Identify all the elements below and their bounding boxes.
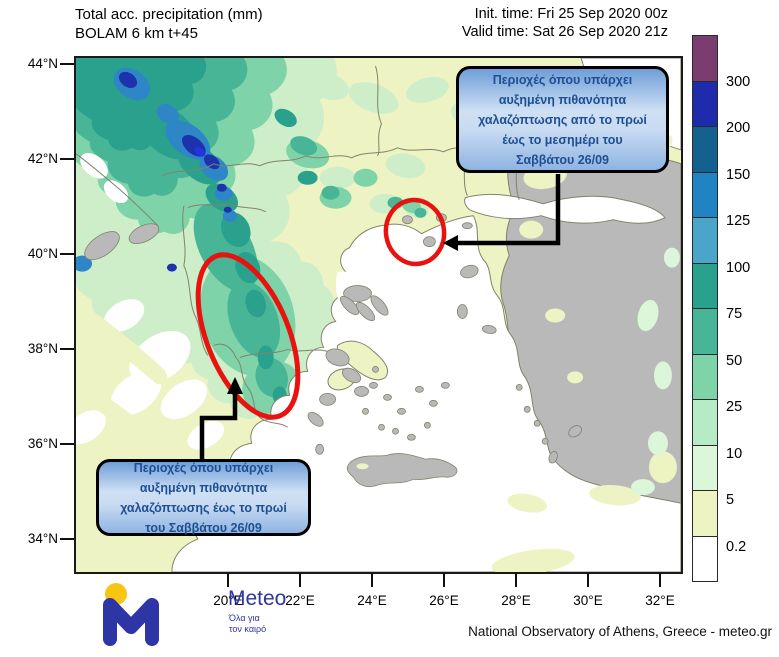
lat-label-40n: 40°N <box>27 246 58 261</box>
colorbar-label-200: 200 <box>726 120 751 136</box>
colorbar-segment <box>692 308 718 355</box>
colorbar-label-25: 25 <box>726 399 743 415</box>
colorbar-segment <box>692 353 718 400</box>
colorbar-segment <box>692 217 718 264</box>
colorbar-segment <box>692 35 718 82</box>
colorbar-label-10: 10 <box>726 446 743 462</box>
lat-label-34n: 34°N <box>27 531 58 546</box>
hail-warning-box-upper: Περιοχές όπου υπάρχει αυξημένη πιθανότητ… <box>456 66 669 173</box>
logo-name: Meteo <box>228 587 287 610</box>
lon-label-30e: 30°E <box>573 593 603 608</box>
colorbar-label-0-2: 0.2 <box>726 539 747 555</box>
colorbar-segment <box>692 80 718 127</box>
hail-warning-box-lower: Περιοχές όπου υπάρχει αυξημένη πιθανότητ… <box>96 459 311 536</box>
colorbar-label-100: 100 <box>726 260 751 276</box>
lat-tick <box>60 158 74 160</box>
callout-line: Περιοχές όπου υπάρχει <box>492 72 633 87</box>
colorbar-label-150: 150 <box>726 167 751 183</box>
logo-tagline-line1: Όλα για <box>229 613 260 623</box>
lat-tick <box>60 348 74 350</box>
callout-line: αυξημένη πιθανότητα <box>139 480 268 495</box>
sw-sea-patches <box>76 152 225 457</box>
colorbar <box>692 35 718 582</box>
lon-label-32e: 32°E <box>645 593 675 608</box>
meteo-logo: Meteo Όλα για τον καιρό <box>50 581 286 651</box>
lon-tick <box>371 573 373 587</box>
valid-time-label: Valid time: Sat 26 Sep 2020 21z <box>461 24 668 40</box>
callout-line: χαλαζόπτωσης από το πρωί <box>478 112 647 127</box>
lon-tick <box>659 573 661 587</box>
map-title-line1: Total acc. precipitation (mm) <box>75 6 263 23</box>
callout-line: αυξημένη πιθανότητα <box>498 92 627 107</box>
colorbar-segment <box>692 490 718 537</box>
lat-label-38n: 38°N <box>27 341 58 356</box>
lon-tick <box>587 573 589 587</box>
lat-tick <box>60 538 74 540</box>
colorbar-segment <box>692 399 718 446</box>
lat-tick <box>60 253 74 255</box>
colorbar-segment <box>692 262 718 309</box>
colorbar-label-5: 5 <box>726 492 735 508</box>
lat-tick <box>60 63 74 65</box>
colorbar-label-125: 125 <box>726 213 751 229</box>
colorbar-segment <box>692 126 718 173</box>
lon-tick <box>227 573 229 587</box>
callout-line: χαλαζόπτωσης έως το πρωί <box>120 500 287 515</box>
callout-line: Σαββάτου 26/09 <box>515 152 610 167</box>
colorbar-segment <box>692 171 718 218</box>
lon-label-28e: 28°E <box>501 593 531 608</box>
lon-tick <box>299 573 301 587</box>
lon-label-22e: 22°E <box>285 593 315 608</box>
lon-label-20e: 20°E <box>213 593 243 608</box>
logo-tagline-line2: τον καιρό <box>229 624 267 635</box>
colorbar-label-75: 75 <box>726 306 743 322</box>
callout-line: έως το μεσημέρι του <box>502 132 623 147</box>
colorbar-segment <box>692 535 718 582</box>
colorbar-label-50: 50 <box>726 353 743 369</box>
lat-label-44n: 44°N <box>27 56 58 71</box>
lat-label-36n: 36°N <box>27 436 58 451</box>
lon-label-24e: 24°E <box>357 593 387 608</box>
attribution-text: National Observatory of Athens, Greece -… <box>468 624 772 639</box>
init-time-label: Init. time: Fri 25 Sep 2020 00z <box>474 6 668 22</box>
lat-label-42n: 42°N <box>27 151 58 166</box>
lon-label-26e: 26°E <box>429 593 459 608</box>
map-title-line2: BOLAM 6 km t+45 <box>75 25 198 42</box>
colorbar-segment <box>692 444 718 491</box>
callout-line: του Σαββάτου 26/09 <box>145 520 262 535</box>
meteo-logo-mark <box>103 583 159 646</box>
logo-m-icon <box>103 598 159 646</box>
lat-tick <box>60 443 74 445</box>
lon-tick <box>443 573 445 587</box>
callout-line: Περιοχές όπου υπάρχει <box>133 460 274 475</box>
crete-dry-spot <box>356 463 369 470</box>
colorbar-label-300: 300 <box>726 74 751 90</box>
lon-tick <box>515 573 517 587</box>
